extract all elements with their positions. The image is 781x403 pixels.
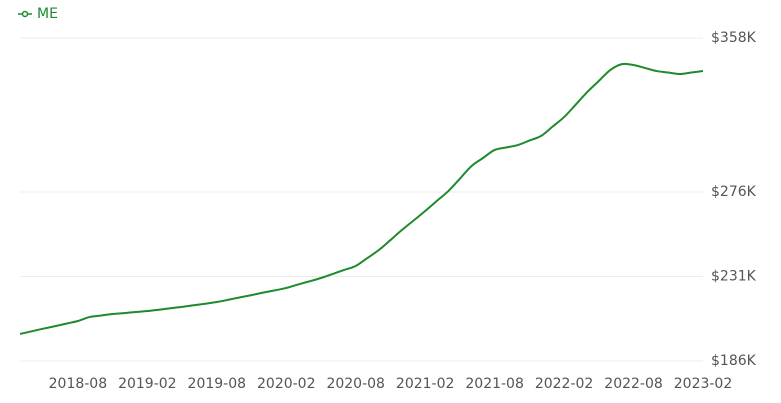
- x-tick-label: 2018-08: [49, 376, 108, 392]
- series-line: [19, 62, 704, 335]
- y-tick-label: $186K: [711, 353, 757, 369]
- x-tick-label: 2021-08: [465, 376, 524, 392]
- x-tick-label: 2020-08: [326, 376, 385, 392]
- x-tick-label: 2022-08: [604, 376, 663, 392]
- x-tick-label: 2019-08: [188, 376, 247, 392]
- x-tick-label: 2020-02: [257, 376, 316, 392]
- y-tick-label: $276K: [711, 184, 757, 200]
- legend-label: ME: [37, 6, 58, 22]
- legend-marker: [21, 10, 29, 18]
- x-tick-label: 2023-02: [674, 376, 733, 392]
- x-tick-label: 2021-02: [396, 376, 455, 392]
- y-tick-label: $231K: [711, 268, 757, 284]
- y-tick-label: $358K: [711, 30, 757, 46]
- x-tick-label: 2019-02: [118, 376, 177, 392]
- x-tick-label: 2022-02: [535, 376, 594, 392]
